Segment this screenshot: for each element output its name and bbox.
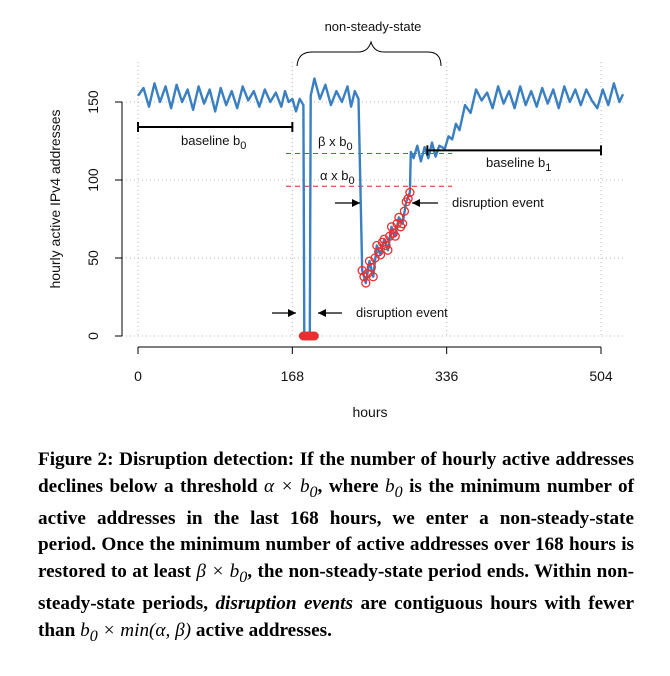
disruption-arrow-right-head xyxy=(412,199,420,207)
disruption-arrow-right-head xyxy=(318,309,326,317)
beta-threshold-label: β x b0 xyxy=(318,134,353,153)
caption-math-min: × min(α, β) xyxy=(97,619,192,641)
x-axis-title: hours xyxy=(352,404,387,420)
disruption-point xyxy=(399,206,410,216)
baseline-b0-label: baseline b0 xyxy=(181,133,246,152)
disruption-point xyxy=(383,245,393,255)
caption-text-1: Disruption detection: If the number of h… xyxy=(38,449,634,497)
y-tick-label: 50 xyxy=(85,250,101,266)
x-tick-label: 336 xyxy=(435,368,459,384)
y-tick-label: 0 xyxy=(85,332,101,340)
caption-text-2: , where xyxy=(317,475,386,497)
disruption-event-label-2: disruption event xyxy=(452,195,544,210)
figure-chart: 0 168 336 504 0 50 100 150 hours hourly active IP… xyxy=(47,19,626,420)
caption-sub: 0 xyxy=(394,483,403,501)
disruption-point xyxy=(403,194,413,204)
disruption-point xyxy=(379,234,389,244)
disruption-point xyxy=(390,231,400,241)
disruption-point xyxy=(386,222,397,232)
disruption-point xyxy=(372,240,382,251)
baseline-b1-label: baseline b1 xyxy=(486,155,551,174)
x-tick-label: 168 xyxy=(281,368,305,384)
disruption-point xyxy=(405,187,415,198)
line-chart: 0 168 336 504 0 50 100 150 hours hourly active IP… xyxy=(47,19,626,420)
alpha-threshold-label: α x b0 xyxy=(320,168,355,187)
disruption-arrow-left-head xyxy=(288,309,296,317)
caption-emphasis: disruption events xyxy=(215,593,353,615)
caption-text-5: are contiguous hours with fewer than xyxy=(38,593,634,641)
disruption-point xyxy=(364,256,375,266)
caption-text-3: is the minimum number of active addresse… xyxy=(38,475,634,582)
caption-sub: 0 xyxy=(89,627,98,645)
caption-math-min-b: b xyxy=(80,619,90,641)
disruption-event-label-1: disruption event xyxy=(356,305,448,320)
caption-math-beta: β × b xyxy=(196,560,240,582)
caption-text-4: , the non-steady-state period ends. With… xyxy=(38,560,635,615)
caption-sub: 0 xyxy=(239,568,248,586)
y-axis-title: hourly active IPv4 addresses xyxy=(47,110,63,289)
disruption-point xyxy=(381,240,391,251)
series-line xyxy=(137,77,625,338)
disruption-point xyxy=(357,265,367,276)
non-steady-state-brace xyxy=(296,40,442,67)
x-tick-label: 0 xyxy=(134,368,142,384)
caption-label: Figure 2: xyxy=(38,449,114,470)
disruption-point xyxy=(361,278,371,288)
disruption-point xyxy=(368,272,378,282)
caption-text-6: active addresses. xyxy=(191,619,332,641)
caption-sub: 0 xyxy=(309,483,318,501)
non-steady-state-label: non-steady-state xyxy=(325,19,422,34)
y-tick-label: 150 xyxy=(85,90,101,114)
caption-math-b0: b xyxy=(385,475,395,497)
disruption-point xyxy=(375,250,386,260)
disruption-arrow-left-head xyxy=(352,199,360,207)
disruption-point xyxy=(397,219,408,229)
disruption-point xyxy=(366,262,376,273)
caption-math-alpha: α × b xyxy=(263,475,310,497)
disruption-point xyxy=(309,331,319,341)
y-tick-label: 100 xyxy=(85,168,101,192)
x-tick-label: 504 xyxy=(589,368,613,384)
figure-caption: Figure 2: Disruption detection: If the n… xyxy=(38,447,634,650)
